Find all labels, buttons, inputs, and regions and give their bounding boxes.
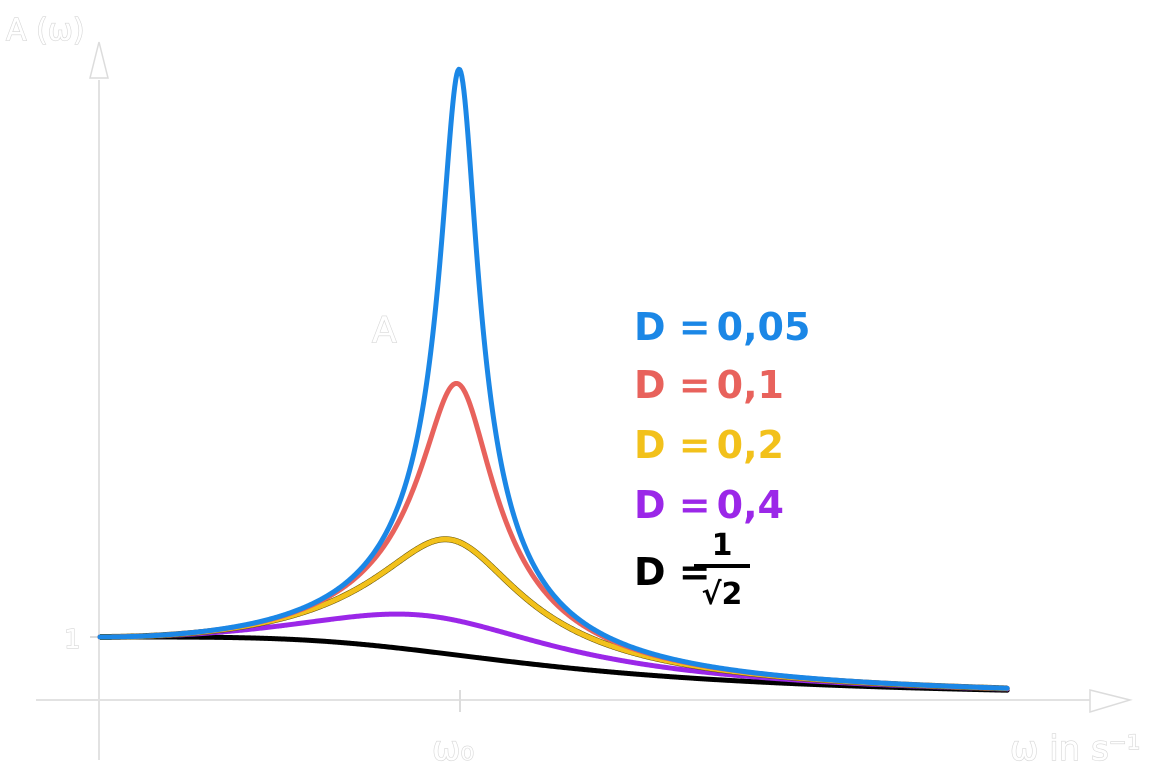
x-tick-label: ω₀ <box>432 729 474 769</box>
legend-fraction-denominator: √2 <box>702 577 743 612</box>
legend-prefix: D = <box>634 423 711 467</box>
series-line-2 <box>97 380 1010 691</box>
legend-value: 0,2 <box>717 423 784 467</box>
legend-prefix: D = <box>634 305 711 349</box>
peak-label: A <box>372 310 397 351</box>
legend-item-d-inv-sqrt2: D = 1 √2 <box>634 528 750 612</box>
legend-prefix: D = <box>634 363 711 407</box>
series-line-5 <box>97 634 1010 693</box>
axes <box>36 41 1133 760</box>
legend-item-d04: D = 0,4 <box>634 483 784 527</box>
series-layer <box>97 66 1010 693</box>
legend-value: 0,05 <box>717 305 811 349</box>
y-axis-label: A (ω) <box>6 13 85 48</box>
x-axis-label: ω in s⁻¹ <box>1010 729 1140 769</box>
y-tick-label: 1 <box>64 625 81 655</box>
legend-value: 0,1 <box>717 363 784 407</box>
legend-item-d005: D = 0,05 <box>634 305 810 349</box>
series-line-1 <box>97 66 1010 691</box>
legend-item-d02: D = 0,2 <box>634 423 784 467</box>
y-axis-arrow <box>89 41 109 79</box>
legend-prefix: D = <box>634 483 711 527</box>
legend-prefix: D = <box>634 550 711 594</box>
x-axis-arrow <box>1089 689 1133 714</box>
legend-fraction-numerator: 1 <box>712 528 733 563</box>
legend: D = 0,05 D = 0,1 D = 0,2 D = 0,4 D = 1 √2 <box>634 305 810 612</box>
legend-value: 0,4 <box>717 483 784 527</box>
legend-item-d01: D = 0,1 <box>634 363 784 407</box>
